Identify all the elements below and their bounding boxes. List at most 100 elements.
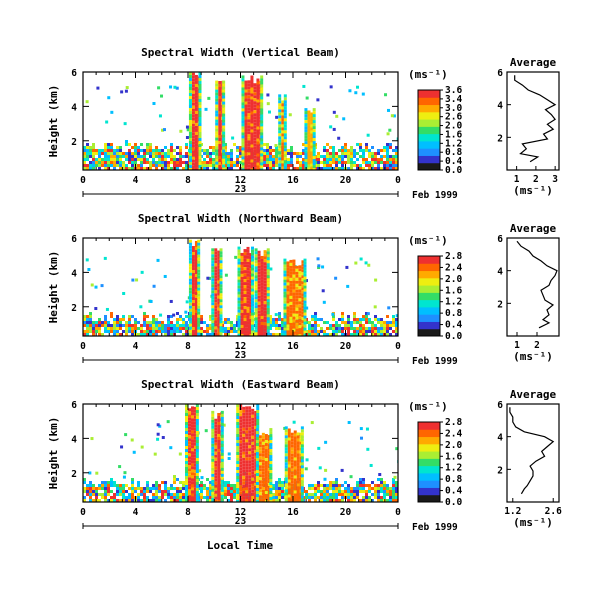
heatmap-cell bbox=[107, 481, 110, 484]
heatmap-cell bbox=[191, 418, 194, 422]
heatmap-cell bbox=[392, 499, 395, 502]
heatmap-cell bbox=[237, 321, 241, 325]
heatmap-cell bbox=[283, 288, 287, 292]
heatmap-cell bbox=[278, 312, 281, 315]
heatmap-cell bbox=[248, 493, 252, 497]
heatmap-cell bbox=[283, 273, 287, 277]
heatmap-cell bbox=[167, 321, 170, 324]
heatmap-cell bbox=[269, 161, 272, 164]
heatmap-cell bbox=[194, 315, 198, 319]
heatmap-cell bbox=[128, 158, 131, 161]
heatmap-cell bbox=[191, 466, 194, 470]
heatmap-cell bbox=[377, 333, 380, 336]
heatmap-cell bbox=[191, 493, 194, 497]
heatmap-cell bbox=[312, 156, 316, 160]
heatmap-cell bbox=[248, 439, 252, 443]
heatmap-cell bbox=[284, 495, 288, 499]
heatmap-cell bbox=[101, 158, 104, 161]
heatmap-cell bbox=[263, 259, 267, 263]
heatmap-cell bbox=[246, 303, 250, 307]
heatmap-cell bbox=[116, 149, 119, 152]
heatmap-cell bbox=[293, 439, 297, 443]
heatmap-cell bbox=[278, 136, 282, 140]
heatmap-cell bbox=[377, 330, 380, 333]
heatmap-cell bbox=[161, 481, 164, 484]
heatmap-cell bbox=[194, 415, 197, 419]
heatmap-cell bbox=[191, 436, 194, 440]
heatmap-cell bbox=[242, 463, 246, 467]
heatmap-cell bbox=[206, 333, 209, 336]
heatmap-cell bbox=[137, 155, 140, 158]
heatmap-cell bbox=[220, 467, 224, 471]
heatmap-cell bbox=[255, 494, 259, 498]
heatmap-cell bbox=[245, 421, 249, 425]
heatmap-cell bbox=[374, 330, 377, 333]
heatmap-cell bbox=[303, 270, 307, 274]
heatmap-cell bbox=[245, 445, 249, 449]
heatmap-cell bbox=[116, 152, 119, 155]
heatmap-cell bbox=[283, 160, 287, 164]
heatmap-cell bbox=[272, 493, 275, 496]
heatmap-cell bbox=[287, 479, 291, 483]
heatmap-cell bbox=[125, 167, 128, 170]
heatmap-cell bbox=[149, 487, 152, 490]
heatmap-cell bbox=[287, 476, 291, 480]
heatmap-cell bbox=[300, 450, 304, 454]
heatmap-cell bbox=[206, 164, 209, 167]
colorbar-segment bbox=[418, 126, 440, 135]
heatmap-cell bbox=[278, 484, 281, 487]
heatmap-cell bbox=[179, 155, 182, 158]
heatmap-cell bbox=[244, 80, 248, 84]
heatmap-cell bbox=[194, 333, 198, 336]
heatmap-cell bbox=[131, 327, 134, 330]
heatmap-cell bbox=[342, 117, 346, 121]
heatmap-cell bbox=[217, 499, 221, 502]
heatmap-cell bbox=[188, 483, 191, 487]
heatmap-cell bbox=[289, 262, 293, 266]
heatmap-cell bbox=[194, 309, 198, 313]
heatmap-cell bbox=[237, 318, 241, 322]
heatmap-cell bbox=[131, 496, 134, 499]
heatmap-cell bbox=[128, 324, 131, 327]
heatmap-cell bbox=[234, 255, 238, 259]
heatmap-cell bbox=[283, 321, 287, 325]
heatmap-cell bbox=[254, 266, 258, 270]
heatmap-cell bbox=[283, 264, 287, 268]
heatmap-cell bbox=[281, 318, 284, 321]
heatmap-cell bbox=[323, 167, 326, 170]
heatmap-cell bbox=[365, 164, 368, 167]
heatmap-cell bbox=[310, 130, 314, 134]
heatmap-cell bbox=[212, 167, 215, 170]
heatmap-cell bbox=[92, 143, 95, 146]
heatmap-cell bbox=[266, 284, 270, 288]
heatmap-cell bbox=[269, 488, 273, 492]
heatmap-cell bbox=[219, 251, 223, 255]
heatmap-cell bbox=[191, 430, 194, 434]
heatmap-cell bbox=[239, 476, 243, 480]
heatmap-cell bbox=[152, 102, 156, 106]
heatmap-cell bbox=[220, 476, 224, 480]
heatmap-cell bbox=[298, 298, 302, 302]
heatmap-cell bbox=[195, 467, 199, 470]
avg-x-tick-label: 1.2 bbox=[504, 506, 521, 517]
heatmap-cell bbox=[209, 315, 212, 318]
heatmap-cell bbox=[158, 424, 162, 428]
heatmap-cell bbox=[119, 490, 122, 493]
heatmap-cell bbox=[317, 330, 320, 333]
heatmap-cell bbox=[83, 490, 86, 493]
heatmap-cell bbox=[227, 330, 230, 333]
heatmap-cell bbox=[230, 330, 233, 333]
heatmap-cell bbox=[256, 168, 260, 170]
heatmap-cell bbox=[237, 285, 241, 289]
heatmap-cell bbox=[312, 126, 316, 130]
heatmap-cell bbox=[214, 269, 218, 273]
heatmap-cell bbox=[152, 152, 155, 155]
heatmap-cell bbox=[209, 499, 212, 502]
heatmap-cell bbox=[188, 299, 192, 303]
heatmap-cell bbox=[158, 487, 161, 490]
heatmap-cell bbox=[214, 248, 218, 252]
heatmap-cell bbox=[263, 322, 267, 326]
heatmap-cell bbox=[359, 327, 362, 330]
heatmap-cell bbox=[251, 426, 255, 430]
heatmap-cell bbox=[173, 475, 176, 478]
